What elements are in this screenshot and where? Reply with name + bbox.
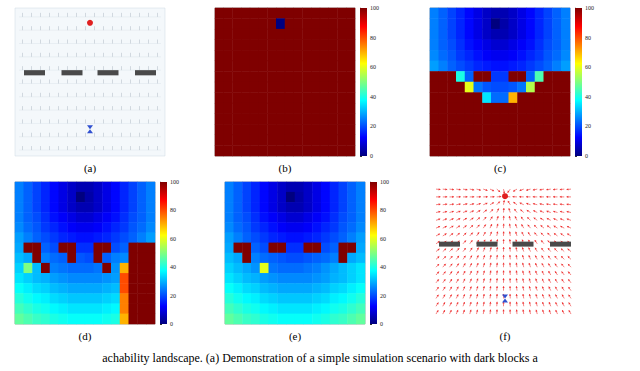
svg-text:0: 0 (585, 153, 588, 159)
svg-text:80: 80 (380, 207, 386, 213)
svg-text:40: 40 (170, 264, 176, 270)
svg-text:0: 0 (370, 153, 373, 159)
svg-text:40: 40 (370, 94, 376, 100)
svg-text:100: 100 (370, 5, 379, 11)
svg-text:(e): (e) (289, 330, 302, 343)
svg-text:60: 60 (170, 236, 176, 242)
svg-text:80: 80 (585, 35, 591, 41)
svg-text:80: 80 (170, 207, 176, 213)
svg-text:(b): (b) (279, 162, 292, 175)
svg-text:40: 40 (585, 94, 591, 100)
svg-text:(d): (d) (79, 330, 92, 343)
svg-text:(c): (c) (494, 162, 507, 175)
svg-text:20: 20 (370, 123, 376, 129)
svg-text:0: 0 (380, 321, 383, 327)
svg-text:achability landscape. (a) Demo: achability landscape. (a) Demonstration … (102, 351, 538, 365)
svg-text:(a): (a) (84, 162, 97, 175)
svg-text:20: 20 (380, 293, 386, 299)
svg-text:100: 100 (380, 179, 389, 185)
svg-text:(f): (f) (500, 330, 511, 343)
svg-text:60: 60 (585, 64, 591, 70)
svg-text:20: 20 (585, 123, 591, 129)
svg-text:100: 100 (170, 179, 179, 185)
svg-text:60: 60 (380, 236, 386, 242)
svg-text:40: 40 (380, 264, 386, 270)
svg-text:20: 20 (170, 293, 176, 299)
svg-text:0: 0 (170, 321, 173, 327)
svg-text:80: 80 (370, 35, 376, 41)
svg-text:60: 60 (370, 64, 376, 70)
svg-text:100: 100 (585, 5, 594, 11)
